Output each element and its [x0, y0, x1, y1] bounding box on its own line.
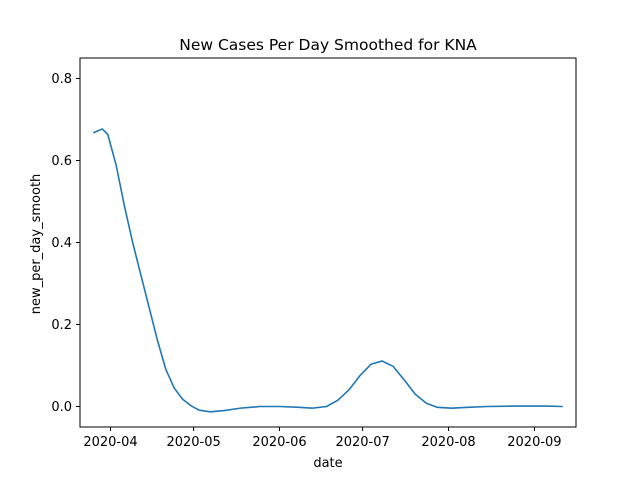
x-tick-label: 2020-06 — [252, 435, 306, 450]
x-tick-label: 2020-05 — [166, 435, 220, 450]
chart-title: New Cases Per Day Smoothed for KNA — [179, 36, 477, 54]
x-axis: 2020-04 2020-05 2020-06 2020-07 2020-08 2020-… — [83, 427, 562, 450]
y-axis-label: new_per_day_smooth — [29, 174, 44, 315]
plot-frame — [79, 57, 577, 428]
x-tick-label: 2020-04 — [83, 435, 137, 450]
x-tick-label: 2020-08 — [421, 435, 475, 450]
x-tick-label: 2020-09 — [507, 435, 561, 450]
x-axis-label: date — [313, 456, 342, 471]
y-tick-label: 0.0 — [51, 400, 72, 415]
y-tick-label: 0.2 — [51, 318, 72, 333]
series-line-0 — [93, 128, 563, 413]
y-tick-label: 0.6 — [51, 154, 72, 169]
y-axis: 0.0 0.2 0.4 0.6 0.8 — [51, 72, 80, 415]
y-tick-label: 0.4 — [51, 236, 72, 251]
plot-area — [93, 128, 563, 413]
y-tick-label: 0.8 — [51, 72, 72, 87]
x-tick-label: 2020-07 — [335, 435, 389, 450]
